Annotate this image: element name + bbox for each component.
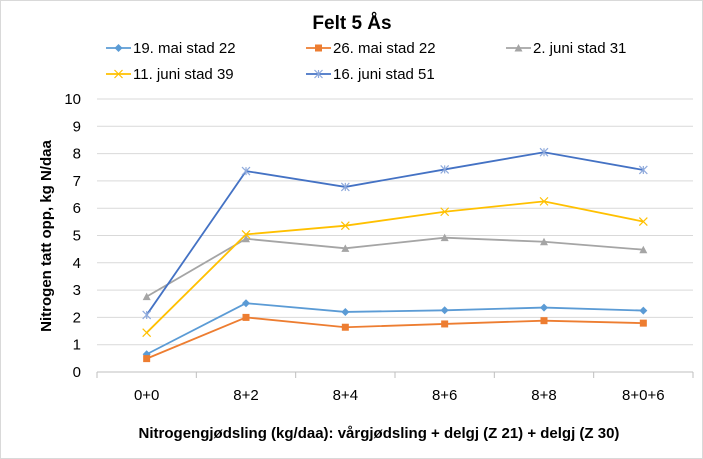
- marker-x: [440, 207, 450, 217]
- marker-star: [314, 69, 323, 79]
- marker-square: [540, 317, 548, 325]
- marker-star: [340, 182, 350, 192]
- marker-x: [340, 221, 350, 231]
- x-tick-label: 8+6: [432, 387, 457, 404]
- marker-square: [242, 313, 250, 321]
- marker-triangle: [242, 234, 250, 243]
- y-tick-label: 9: [73, 118, 81, 135]
- legend-item: 16. juni stad 51: [306, 66, 435, 83]
- y-tick-label: 0: [73, 364, 81, 381]
- y-tick-label: 2: [73, 309, 81, 326]
- legend-label: 26. mai stad 22: [333, 40, 436, 57]
- marker-triangle: [639, 245, 648, 254]
- marker-star: [539, 147, 549, 157]
- x-tick-label: 8+8: [531, 387, 556, 404]
- series-line: [146, 302, 644, 356]
- marker-diamond: [341, 307, 350, 316]
- marker-star: [440, 165, 450, 174]
- marker-star: [638, 165, 648, 175]
- y-tick-label: 3: [73, 282, 81, 299]
- marker-square: [441, 320, 449, 328]
- y-tick-label: 7: [73, 173, 81, 190]
- marker-square: [143, 355, 151, 363]
- chart-title: Felt 5 Ås: [312, 13, 391, 34]
- series-4: [142, 196, 648, 338]
- x-tick-label: 8+4: [333, 387, 358, 404]
- marker-diamond: [440, 306, 449, 315]
- legend-item: 19. mai stad 22: [106, 40, 236, 57]
- x-axis-label: Nitrogengjødsling (kg/daa): vårgjødsling…: [139, 425, 620, 442]
- series-2: [143, 313, 647, 363]
- marker-diamond: [114, 44, 123, 52]
- marker-x: [539, 196, 549, 206]
- marker-star: [142, 310, 152, 320]
- marker-triangle: [142, 292, 151, 301]
- marker-diamond: [242, 299, 250, 308]
- y-tick-label: 10: [64, 91, 81, 108]
- marker-triangle: [341, 244, 350, 252]
- series-line: [146, 236, 644, 298]
- x-tick-label: 8+2: [233, 387, 258, 404]
- legend-label: 16. juni stad 51: [333, 66, 435, 83]
- legend-label: 11. juni stad 39: [133, 66, 234, 83]
- legend-label: 19. mai stad 22: [133, 40, 236, 57]
- series-line: [146, 200, 644, 334]
- marker-square: [639, 319, 647, 327]
- legend-label: 2. juni stad 31: [533, 40, 626, 57]
- marker-x: [241, 229, 251, 239]
- marker-triangle: [540, 237, 548, 246]
- marker-star: [241, 166, 251, 176]
- series-3: [142, 233, 648, 301]
- marker-square: [315, 44, 322, 52]
- series-line: [145, 151, 644, 316]
- legend-item: 26. mai stad 22: [306, 40, 436, 57]
- y-axis-label: Nitrogen tatt opp, kg N/daa: [38, 140, 55, 332]
- series-5: [142, 147, 648, 320]
- marker-triangle: [440, 233, 449, 242]
- legend-item: 2. juni stad 31: [506, 40, 626, 57]
- marker-x: [114, 69, 123, 79]
- marker-triangle: [514, 44, 523, 52]
- y-tick-label: 5: [73, 228, 81, 245]
- x-tick-label: 8+0+6: [622, 387, 665, 404]
- series-line: [146, 316, 644, 360]
- legend-item: 11. juni stad 39: [106, 66, 234, 83]
- y-tick-label: 6: [73, 200, 81, 217]
- x-tick-label: 0+0: [134, 387, 159, 404]
- y-tick-label: 8: [73, 146, 81, 163]
- marker-diamond: [639, 306, 648, 315]
- marker-square: [341, 323, 349, 331]
- marker-diamond: [540, 303, 548, 312]
- y-tick-label: 4: [73, 255, 81, 272]
- marker-x: [638, 217, 648, 227]
- y-tick-label: 1: [73, 337, 81, 354]
- marker-x: [142, 328, 152, 338]
